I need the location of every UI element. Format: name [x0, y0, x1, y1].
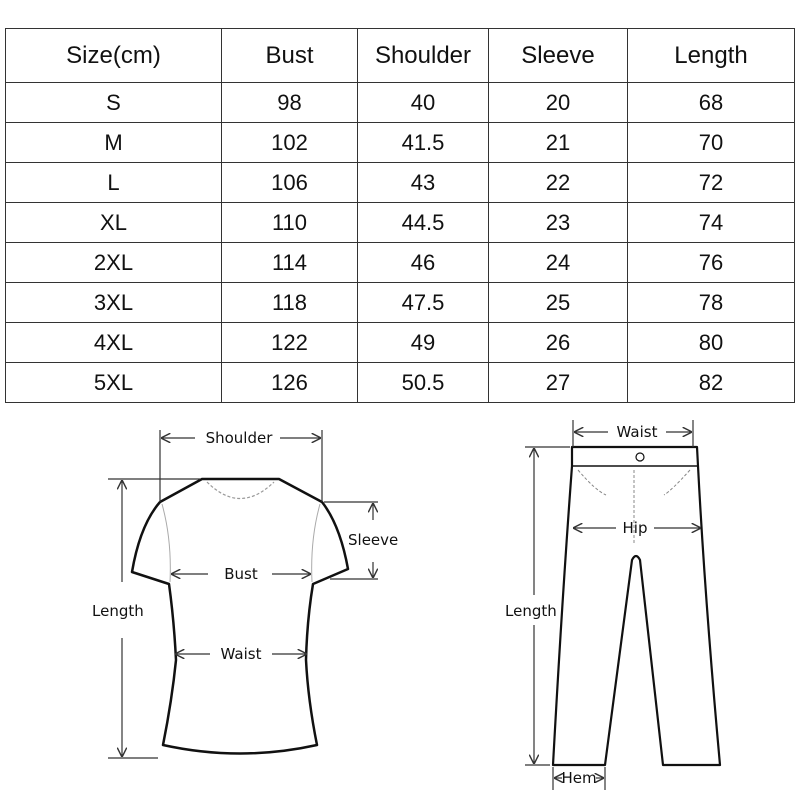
table-cell: 22 — [488, 162, 628, 203]
table-cell: 43 — [357, 162, 489, 203]
table-row: 4XL 122 49 26 80 — [5, 322, 795, 363]
table-cell: 20 — [488, 82, 628, 123]
shoulder-label: Shoulder — [206, 429, 274, 447]
pants-outline — [551, 445, 722, 767]
table-cell: 72 — [627, 162, 795, 203]
table-cell: 110 — [221, 202, 358, 243]
shirt-waist-label: Waist — [221, 645, 262, 663]
table-cell: 44.5 — [357, 202, 489, 243]
table-cell: 46 — [357, 242, 489, 283]
table-cell: 106 — [221, 162, 358, 203]
table-cell: 41.5 — [357, 122, 489, 163]
sleeve-label: Sleeve — [348, 531, 398, 549]
pants-length-label: Length — [505, 602, 557, 620]
bust-label: Bust — [224, 565, 258, 583]
table-row: S 98 40 20 68 — [5, 82, 795, 123]
table-cell: 47.5 — [357, 282, 489, 323]
tshirt-diagram — [108, 430, 378, 759]
shirt-length-label: Length — [92, 602, 144, 620]
table-row: L 106 43 22 72 — [5, 162, 795, 203]
size-chart-table: Size(cm) Bust Shoulder Sleeve Length S 98 40 20 6… — [5, 28, 795, 403]
table-cell: M — [5, 122, 222, 163]
table-cell: 27 — [488, 362, 628, 403]
table-cell: 98 — [221, 82, 358, 123]
table-cell: 82 — [627, 362, 795, 403]
pants-diagram — [525, 420, 722, 790]
table-cell: 23 — [488, 202, 628, 243]
table-cell: 74 — [627, 202, 795, 243]
hip-label: Hip — [623, 519, 648, 537]
table-cell: 25 — [488, 282, 628, 323]
table-cell: 126 — [221, 362, 358, 403]
table-cell: 80 — [627, 322, 795, 363]
hem-label: Hem — [561, 769, 596, 787]
table-cell: 118 — [221, 282, 358, 323]
table-cell: 49 — [357, 322, 489, 363]
table-cell: 70 — [627, 122, 795, 163]
tshirt-outline — [130, 477, 350, 755]
table-cell: 26 — [488, 322, 628, 363]
table-row: 5XL 126 50.5 27 82 — [5, 362, 795, 403]
table-row: M 102 41.5 21 70 — [5, 122, 795, 163]
table-cell: 76 — [627, 242, 795, 283]
pants-waist-label: Waist — [617, 423, 658, 441]
column-header: Bust — [221, 28, 358, 83]
column-header: Shoulder — [357, 28, 489, 83]
column-header: Size(cm) — [5, 28, 222, 83]
table-cell: S — [5, 82, 222, 123]
table-cell: 102 — [221, 122, 358, 163]
table-cell: 5XL — [5, 362, 222, 403]
table-cell: 68 — [627, 82, 795, 123]
